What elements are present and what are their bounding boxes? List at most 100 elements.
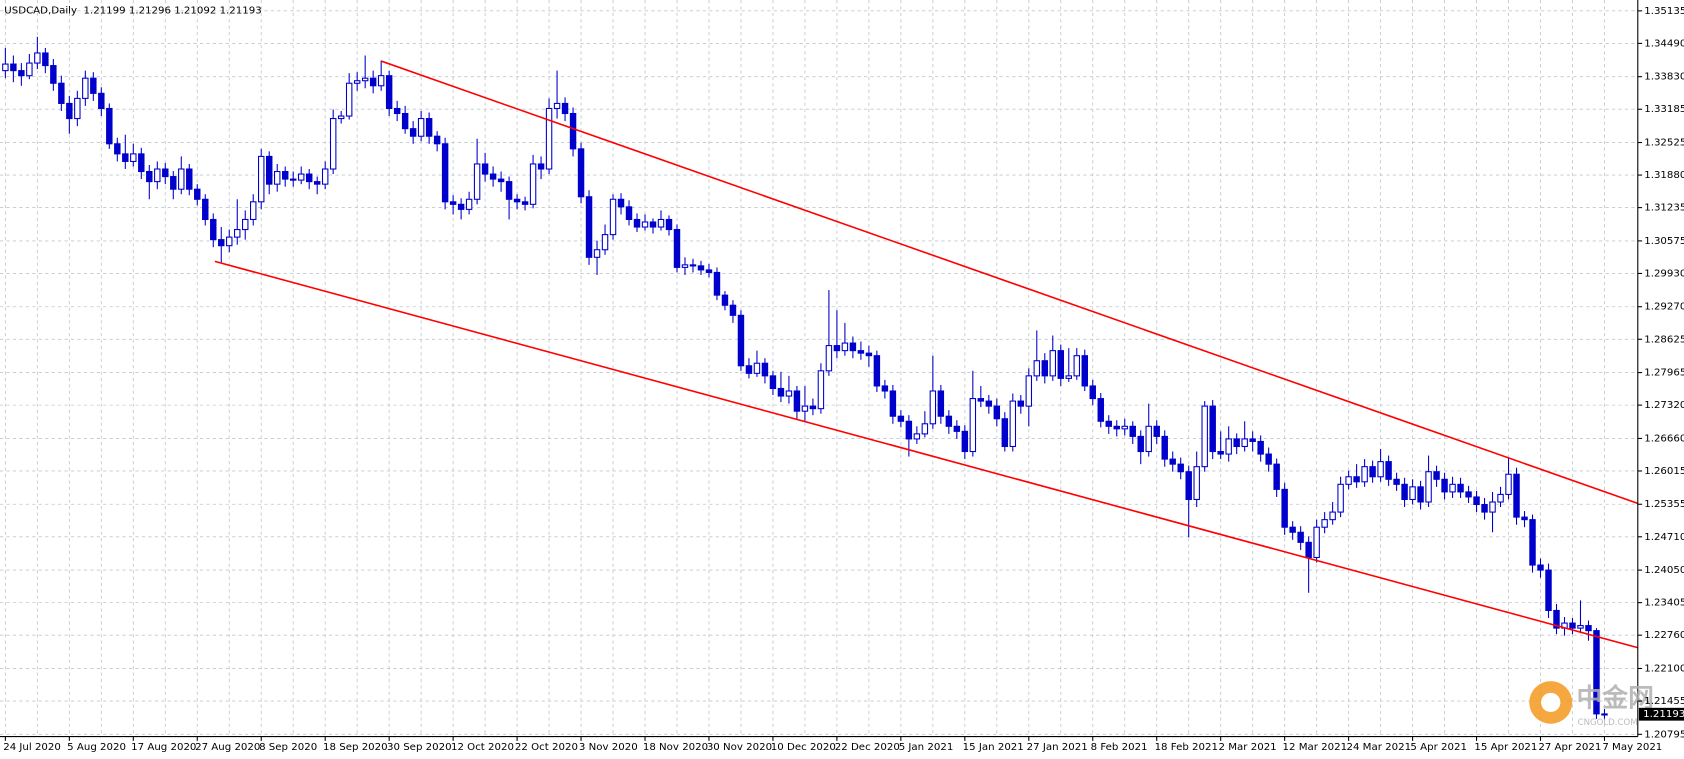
candle-body — [281, 170, 289, 180]
candle-body — [945, 415, 953, 427]
candle-body — [1209, 405, 1216, 453]
candle-body — [90, 77, 97, 94]
candle-body — [729, 304, 737, 316]
trendline — [214, 260, 1639, 649]
candle-body — [1049, 350, 1057, 377]
x-tick-label: 27 Apr 2021 — [1538, 742, 1601, 753]
candle-body — [545, 107, 553, 170]
candle-body — [1025, 375, 1033, 407]
candle-body — [82, 77, 89, 99]
x-tick-label: 18 Feb 2021 — [1155, 742, 1218, 753]
x-tick-label: 30 Sep 2020 — [387, 742, 452, 753]
candle-body — [689, 264, 697, 267]
candle-body — [721, 294, 729, 306]
y-tick-label: 1.34490 — [1644, 38, 1684, 49]
candle-body — [329, 118, 337, 170]
x-tick-label: 3 Nov 2020 — [579, 742, 638, 753]
candle-body — [98, 92, 105, 110]
candle-body — [178, 168, 185, 190]
candle-body — [1241, 438, 1248, 448]
candle-body — [753, 362, 761, 374]
x-tick-label: 8 Feb 2021 — [1091, 742, 1148, 753]
candle-body — [993, 405, 1001, 420]
candle-body — [106, 107, 113, 145]
candle-body — [234, 229, 241, 238]
x-tick-label: 22 Dec 2020 — [835, 742, 900, 753]
x-tick-label: 5 Aug 2020 — [67, 742, 126, 753]
x-tick-label: 2 Mar 2021 — [1219, 742, 1277, 753]
candle-body — [873, 355, 881, 387]
candle-body — [210, 218, 217, 241]
candle-body — [1113, 425, 1120, 430]
candle-body — [489, 173, 497, 180]
candle-body — [601, 234, 609, 251]
candle-body — [977, 398, 985, 402]
candle-body — [441, 143, 449, 203]
y-tick-label: 1.26660 — [1644, 433, 1684, 444]
candle-body — [266, 155, 273, 185]
candle-body — [617, 198, 625, 208]
open-value: 1.21199 — [83, 6, 125, 17]
candle-body — [1065, 375, 1072, 379]
candle-body — [777, 387, 785, 397]
candle-body — [1393, 478, 1400, 485]
candle-body — [361, 77, 369, 82]
y-tick-label: 1.27320 — [1644, 400, 1684, 411]
candle-body — [242, 218, 249, 231]
candle-body — [937, 390, 945, 417]
x-tick-label: 17 Aug 2020 — [131, 742, 196, 753]
candle-body — [1081, 355, 1088, 387]
candle-body — [186, 168, 193, 190]
candle-body — [817, 370, 825, 410]
candle-body — [289, 178, 297, 181]
candle-body — [1513, 473, 1520, 518]
candle-body — [577, 148, 585, 198]
candle-body — [801, 405, 809, 412]
x-tick-label: 24 Mar 2021 — [1346, 742, 1411, 753]
candle-body — [953, 425, 961, 432]
candle-body — [737, 314, 745, 367]
candle-body — [1225, 438, 1232, 455]
candle-body — [1585, 625, 1592, 632]
candle-body — [1553, 609, 1560, 629]
candle-body — [497, 178, 505, 183]
candle-body — [409, 128, 417, 137]
candle-body — [226, 236, 233, 247]
candle-body — [585, 196, 593, 258]
candle-body — [673, 229, 681, 268]
candle-body — [1329, 511, 1336, 521]
candle-body — [401, 112, 409, 130]
candle-body — [649, 221, 657, 228]
candle-body — [1217, 451, 1224, 455]
candle-body — [1185, 471, 1192, 500]
x-tick-label: 27 Aug 2020 — [195, 742, 260, 753]
candle-body — [905, 420, 913, 440]
x-tick-label: 22 Oct 2020 — [515, 742, 578, 753]
candle-body — [1233, 438, 1240, 448]
trendline — [380, 60, 1639, 505]
candle-body — [377, 75, 385, 87]
candle-body — [321, 168, 329, 185]
y-tick-label: 1.27965 — [1644, 368, 1684, 379]
candle-body — [961, 430, 969, 453]
candle-body — [569, 112, 577, 150]
candle-body — [1505, 473, 1512, 495]
candle-body — [1273, 463, 1280, 490]
candle-body — [1001, 418, 1009, 448]
x-tick-label: 18 Sep 2020 — [323, 742, 388, 753]
y-tick-label: 1.29270 — [1644, 302, 1684, 313]
candle-body — [793, 390, 801, 412]
candle-body — [313, 181, 321, 185]
candle-body — [1361, 466, 1368, 483]
candle-body — [1169, 458, 1176, 465]
candle-body — [809, 405, 817, 410]
candle-body — [393, 107, 401, 115]
candle-body — [1041, 360, 1049, 377]
y-tick-label: 1.30575 — [1644, 236, 1684, 247]
candle-body — [194, 188, 201, 200]
candle-body — [1009, 400, 1017, 448]
candle-body — [1569, 622, 1576, 629]
candle-body — [1425, 471, 1432, 503]
candle-body — [1289, 526, 1296, 533]
candle-body — [1297, 531, 1304, 543]
